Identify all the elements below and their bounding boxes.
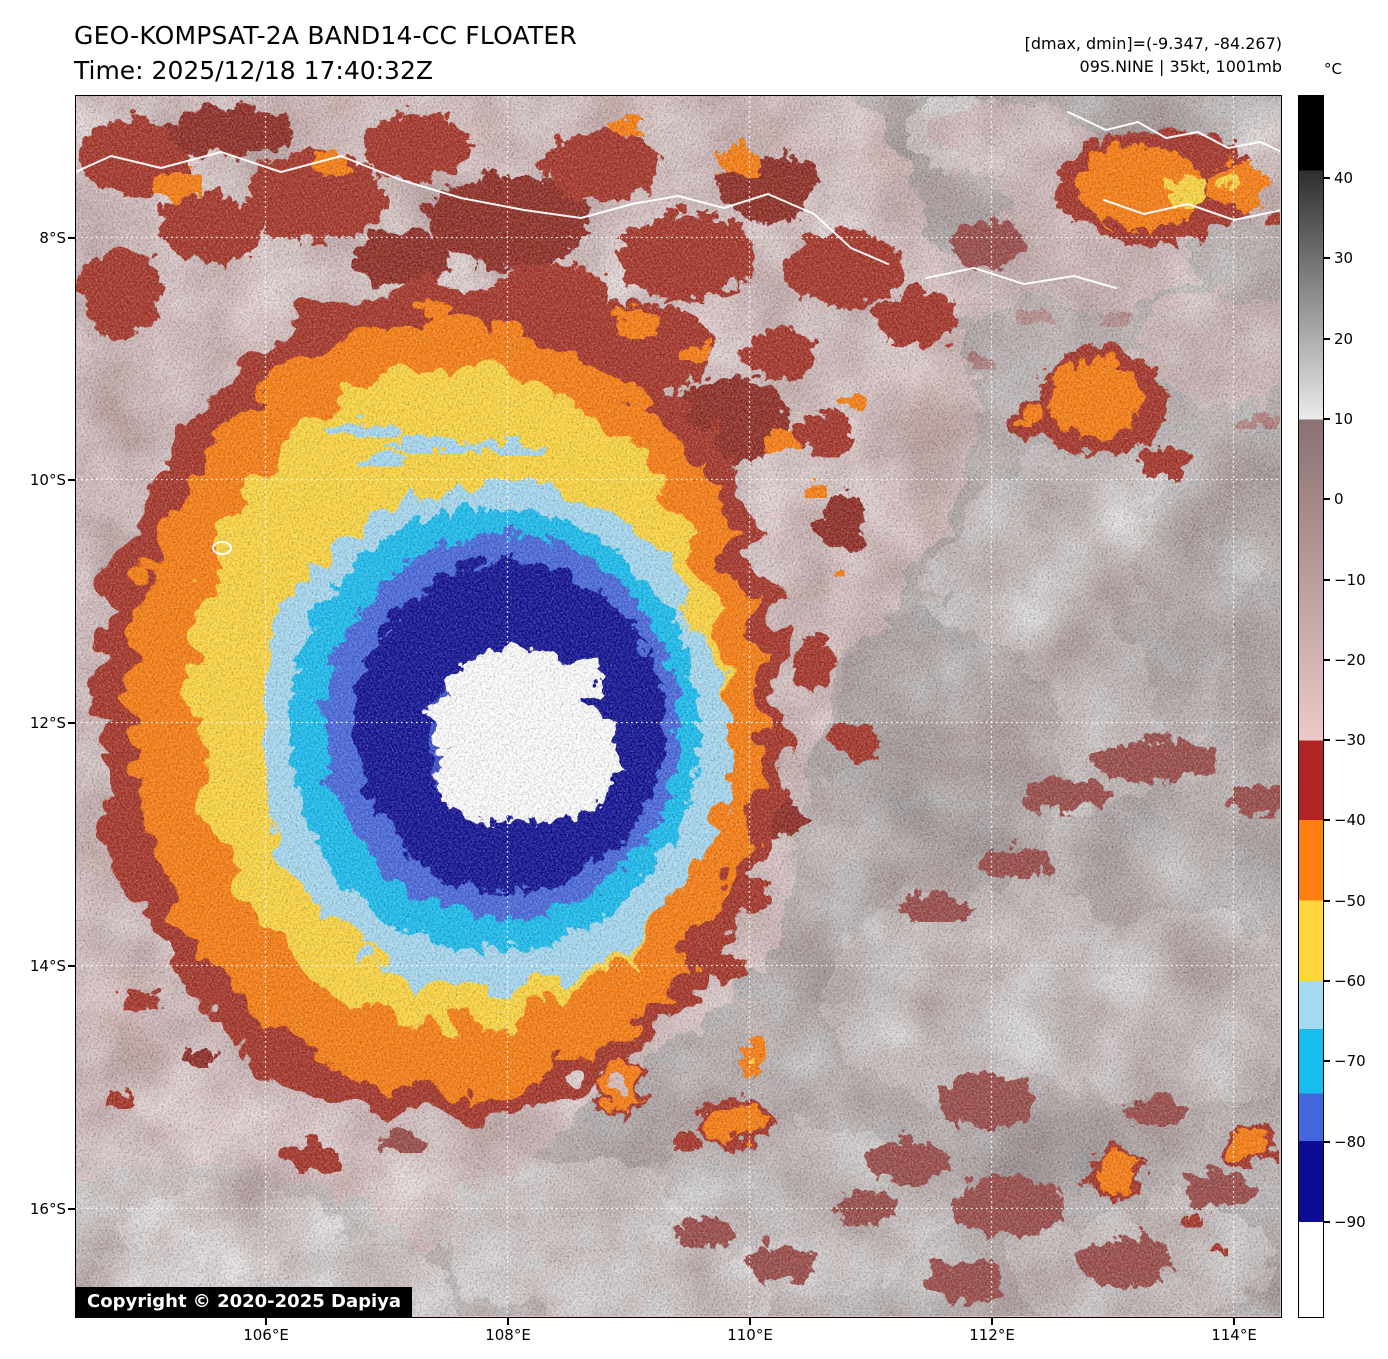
colorbar-tick-mark xyxy=(1324,1141,1330,1143)
colorbar-tick-mark xyxy=(1324,257,1330,259)
dmax-dmin-label: [dmax, dmin]=(-9.347, -84.267) xyxy=(1024,34,1282,53)
colorbar-tick-label: −10 xyxy=(1334,571,1366,589)
colorbar-unit-label: °C xyxy=(1324,60,1342,78)
lon-tick-label: 110°E xyxy=(727,1326,773,1344)
colorbar-tick-mark xyxy=(1324,900,1330,902)
colorbar-tick-mark xyxy=(1324,338,1330,340)
colorbar-tick-mark xyxy=(1324,418,1330,420)
lat-tick-mark xyxy=(68,965,75,967)
satellite-scene xyxy=(76,96,1280,1316)
colorbar-tick-label: 0 xyxy=(1334,490,1344,508)
lon-tick-label: 114°E xyxy=(1211,1326,1257,1344)
colorbar-tick-mark xyxy=(1324,659,1330,661)
lon-tick-mark xyxy=(991,1318,993,1325)
copyright-badge: Copyright © 2020-2025 Dapiya xyxy=(76,1287,413,1317)
grain-texture xyxy=(76,96,1280,1316)
colorbar-tick-mark xyxy=(1324,1060,1330,1062)
colorbar-tick-mark xyxy=(1324,579,1330,581)
lat-tick-mark xyxy=(68,237,75,239)
lon-tick-mark xyxy=(265,1318,267,1325)
colorbar-tick-mark xyxy=(1324,980,1330,982)
lat-tick-label: 16°S xyxy=(29,1200,66,1218)
colorbar-tick-label: −80 xyxy=(1334,1133,1366,1151)
colorbar-tick-mark xyxy=(1324,177,1330,179)
lat-tick-label: 14°S xyxy=(29,957,66,975)
lat-tick-mark xyxy=(68,1208,75,1210)
colorbar-tick-label: −40 xyxy=(1334,811,1366,829)
colorbar-tick-label: −50 xyxy=(1334,892,1366,910)
lat-tick-mark xyxy=(68,722,75,724)
colorbar-tick-label: −70 xyxy=(1334,1052,1366,1070)
colorbar-tick-label: −20 xyxy=(1334,651,1366,669)
lon-tick-label: 112°E xyxy=(969,1326,1015,1344)
lon-tick-label: 108°E xyxy=(485,1326,531,1344)
lon-tick-label: 106°E xyxy=(243,1326,289,1344)
colorbar-tick-label: 30 xyxy=(1334,249,1354,267)
page-title: GEO-KOMPSAT-2A BAND14-CC FLOATER xyxy=(74,21,577,50)
graticule xyxy=(76,96,1280,1316)
lat-tick-mark xyxy=(68,479,75,481)
colorbar-tick-label: 10 xyxy=(1334,410,1354,428)
lat-tick-label: 12°S xyxy=(29,714,66,732)
colorbar-tick-label: 40 xyxy=(1334,169,1354,187)
colorbar-tick-mark xyxy=(1324,1221,1330,1223)
christmas-island-coast xyxy=(212,541,232,555)
colorbar-tick-label: 20 xyxy=(1334,330,1354,348)
lat-tick-label: 8°S xyxy=(39,229,66,247)
lon-tick-mark xyxy=(1233,1318,1235,1325)
temperature-colorbar xyxy=(1298,95,1324,1318)
colorbar-tick-label: −60 xyxy=(1334,972,1366,990)
lon-tick-mark xyxy=(749,1318,751,1325)
storm-info-label: 09S.NINE | 35kt, 1001mb xyxy=(1079,57,1282,76)
lat-tick-label: 10°S xyxy=(29,471,66,489)
colorbar-tick-mark xyxy=(1324,498,1330,500)
colorbar-tick-label: −90 xyxy=(1334,1213,1366,1231)
satellite-map-plot: Copyright © 2020-2025 Dapiya xyxy=(75,95,1282,1318)
lon-tick-mark xyxy=(507,1318,509,1325)
colorbar-tick-label: −30 xyxy=(1334,731,1366,749)
coastlines xyxy=(76,111,1280,555)
timestamp-label: Time: 2025/12/18 17:40:32Z xyxy=(74,56,433,85)
colorbar-tick-mark xyxy=(1324,739,1330,741)
colorbar-tick-mark xyxy=(1324,819,1330,821)
